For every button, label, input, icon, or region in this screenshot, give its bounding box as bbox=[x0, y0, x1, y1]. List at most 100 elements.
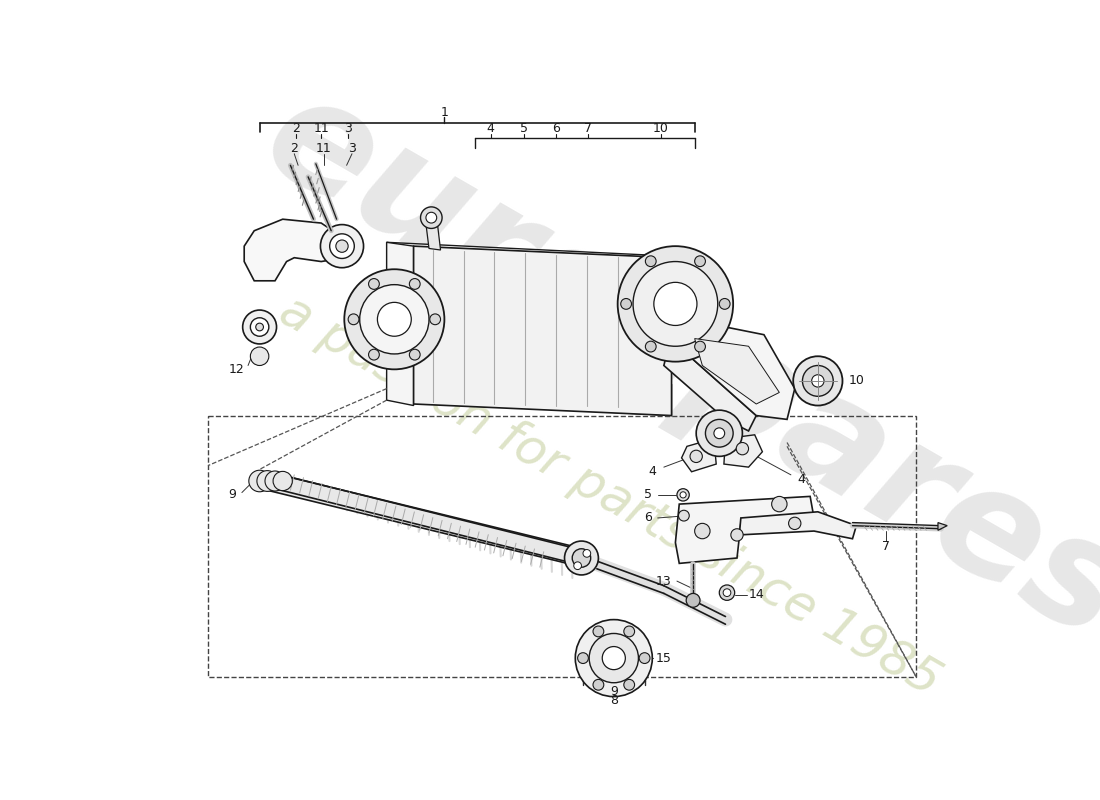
Circle shape bbox=[409, 350, 420, 360]
Circle shape bbox=[273, 471, 293, 490]
Circle shape bbox=[793, 356, 843, 406]
Text: 7: 7 bbox=[881, 540, 890, 553]
Circle shape bbox=[409, 278, 420, 290]
Circle shape bbox=[368, 350, 379, 360]
Circle shape bbox=[646, 256, 656, 266]
Circle shape bbox=[251, 347, 268, 366]
Circle shape bbox=[646, 341, 656, 352]
Circle shape bbox=[572, 549, 591, 567]
Circle shape bbox=[564, 541, 598, 575]
Text: 12: 12 bbox=[229, 363, 244, 376]
Circle shape bbox=[624, 626, 635, 637]
Circle shape bbox=[368, 278, 379, 290]
Polygon shape bbox=[675, 496, 814, 563]
Circle shape bbox=[265, 471, 285, 491]
Circle shape bbox=[593, 679, 604, 690]
Text: 10: 10 bbox=[652, 122, 669, 135]
Circle shape bbox=[344, 270, 444, 370]
Circle shape bbox=[653, 282, 697, 326]
Text: 13: 13 bbox=[656, 574, 672, 587]
Circle shape bbox=[603, 646, 625, 670]
Bar bbox=[208, 415, 916, 678]
Polygon shape bbox=[267, 472, 583, 567]
Circle shape bbox=[420, 207, 442, 229]
Polygon shape bbox=[739, 512, 856, 538]
Text: 2: 2 bbox=[290, 142, 298, 155]
Circle shape bbox=[705, 419, 733, 447]
Circle shape bbox=[679, 510, 690, 521]
Polygon shape bbox=[664, 258, 695, 273]
Text: 15: 15 bbox=[656, 651, 672, 665]
Circle shape bbox=[676, 489, 690, 501]
Circle shape bbox=[695, 256, 705, 266]
Polygon shape bbox=[387, 372, 671, 415]
Circle shape bbox=[320, 225, 363, 268]
Circle shape bbox=[696, 410, 742, 456]
Circle shape bbox=[624, 679, 635, 690]
Circle shape bbox=[251, 318, 268, 336]
Text: 9: 9 bbox=[229, 488, 236, 502]
Text: 6: 6 bbox=[552, 122, 560, 135]
Text: 9: 9 bbox=[609, 685, 618, 698]
Text: 11: 11 bbox=[314, 122, 329, 135]
Circle shape bbox=[575, 619, 652, 697]
Text: 1: 1 bbox=[440, 106, 449, 119]
Polygon shape bbox=[387, 242, 671, 289]
Circle shape bbox=[590, 634, 638, 682]
Text: 5: 5 bbox=[645, 488, 652, 502]
Polygon shape bbox=[724, 435, 762, 467]
Text: 14: 14 bbox=[748, 589, 764, 602]
Circle shape bbox=[789, 517, 801, 530]
Text: 5: 5 bbox=[519, 122, 528, 135]
Circle shape bbox=[695, 523, 711, 538]
Text: 10: 10 bbox=[848, 374, 865, 387]
Text: 7: 7 bbox=[584, 122, 593, 135]
Circle shape bbox=[360, 285, 429, 354]
Circle shape bbox=[639, 653, 650, 663]
Polygon shape bbox=[387, 242, 414, 406]
Circle shape bbox=[330, 234, 354, 258]
Text: 4: 4 bbox=[798, 473, 805, 486]
Circle shape bbox=[719, 298, 730, 310]
Circle shape bbox=[772, 496, 788, 512]
Text: 3: 3 bbox=[348, 142, 356, 155]
Circle shape bbox=[348, 314, 359, 325]
Circle shape bbox=[695, 341, 705, 352]
Circle shape bbox=[583, 550, 591, 558]
Text: eurospares: eurospares bbox=[239, 59, 1100, 671]
Circle shape bbox=[680, 492, 686, 498]
Text: a passion for parts since 1985: a passion for parts since 1985 bbox=[271, 287, 949, 706]
Text: 6: 6 bbox=[645, 511, 652, 525]
Polygon shape bbox=[938, 522, 947, 530]
Circle shape bbox=[593, 626, 604, 637]
Circle shape bbox=[255, 323, 264, 331]
Circle shape bbox=[730, 529, 744, 541]
Circle shape bbox=[430, 314, 440, 325]
Circle shape bbox=[620, 298, 631, 310]
Text: 3: 3 bbox=[344, 122, 352, 135]
Circle shape bbox=[803, 366, 834, 396]
Text: 2: 2 bbox=[292, 122, 299, 135]
Circle shape bbox=[736, 442, 748, 455]
Circle shape bbox=[719, 585, 735, 600]
Circle shape bbox=[249, 470, 271, 492]
Circle shape bbox=[243, 310, 276, 344]
Circle shape bbox=[578, 653, 588, 663]
Circle shape bbox=[426, 212, 437, 223]
Circle shape bbox=[336, 240, 349, 252]
Polygon shape bbox=[414, 246, 671, 415]
Circle shape bbox=[377, 302, 411, 336]
Text: 11: 11 bbox=[316, 142, 331, 155]
Text: 8: 8 bbox=[609, 694, 618, 707]
Polygon shape bbox=[668, 327, 794, 419]
Circle shape bbox=[686, 594, 700, 607]
Polygon shape bbox=[244, 219, 344, 281]
Text: 4: 4 bbox=[648, 466, 657, 478]
Polygon shape bbox=[425, 218, 440, 250]
Circle shape bbox=[723, 589, 730, 597]
Circle shape bbox=[690, 450, 703, 462]
Polygon shape bbox=[682, 438, 716, 472]
Circle shape bbox=[634, 262, 717, 346]
Text: 4: 4 bbox=[486, 122, 495, 135]
Circle shape bbox=[714, 428, 725, 438]
